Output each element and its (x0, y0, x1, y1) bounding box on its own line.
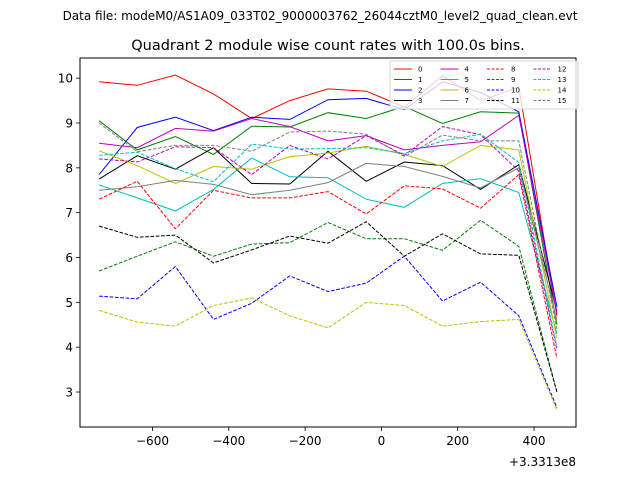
series-line-15 (98, 122, 558, 330)
y-tick-label: 10 (58, 72, 73, 86)
legend-label-7: 7 (465, 97, 469, 105)
x-tick-label: 0 (378, 434, 386, 448)
y-tick-label: 9 (65, 117, 73, 131)
series-line-1 (98, 105, 558, 325)
plot-frame (79, 57, 577, 428)
series-line-11 (98, 221, 558, 393)
legend-label-12: 12 (558, 66, 567, 74)
y-tick-label: 5 (65, 296, 73, 310)
legend-label-14: 14 (558, 87, 567, 95)
series-line-5 (98, 157, 558, 334)
legend-label-5: 5 (465, 76, 469, 84)
x-tick-label: −200 (289, 434, 322, 448)
legend-label-9: 9 (511, 76, 515, 84)
legend-label-1: 1 (418, 76, 422, 84)
legend-label-0: 0 (418, 66, 422, 74)
legend-label-11: 11 (511, 97, 520, 105)
y-tick-label: 7 (65, 206, 73, 220)
series-line-6 (98, 144, 558, 339)
legend-label-3: 3 (418, 97, 422, 105)
y-tick-label: 6 (65, 251, 73, 265)
series-line-9 (98, 219, 558, 393)
x-tick-label: −600 (136, 434, 169, 448)
chart-suptitle: Data file: modeM0/AS1A09_033T02_90000037… (63, 9, 578, 23)
series-line-13 (99, 133, 558, 348)
legend-label-8: 8 (511, 66, 515, 74)
legend-label-6: 6 (465, 87, 470, 95)
y-tick-label: 8 (65, 161, 73, 175)
series-line-8 (98, 173, 558, 359)
series-line-7 (99, 162, 558, 321)
series-line-14 (98, 297, 558, 411)
legend-box (389, 60, 579, 110)
series-line-10 (99, 255, 558, 408)
series-layer (98, 74, 558, 411)
legend-label-2: 2 (418, 87, 422, 95)
legend-label-15: 15 (558, 97, 567, 105)
legend-label-10: 10 (511, 87, 520, 95)
x-tick-label: 400 (523, 434, 546, 448)
x-tick-label: −400 (212, 434, 245, 448)
y-tick-label: 3 (65, 386, 73, 400)
legend-label-13: 13 (558, 76, 567, 84)
series-line-4 (99, 114, 558, 314)
chart-title: Quadrant 2 module wise count rates with … (131, 38, 525, 54)
legend-label-4: 4 (465, 66, 470, 74)
plot-area (80, 58, 576, 427)
x-tick-label: 200 (446, 434, 469, 448)
y-tick-label: 4 (65, 341, 73, 355)
x-axis-offset-label: +3.3313e8 (509, 455, 576, 469)
